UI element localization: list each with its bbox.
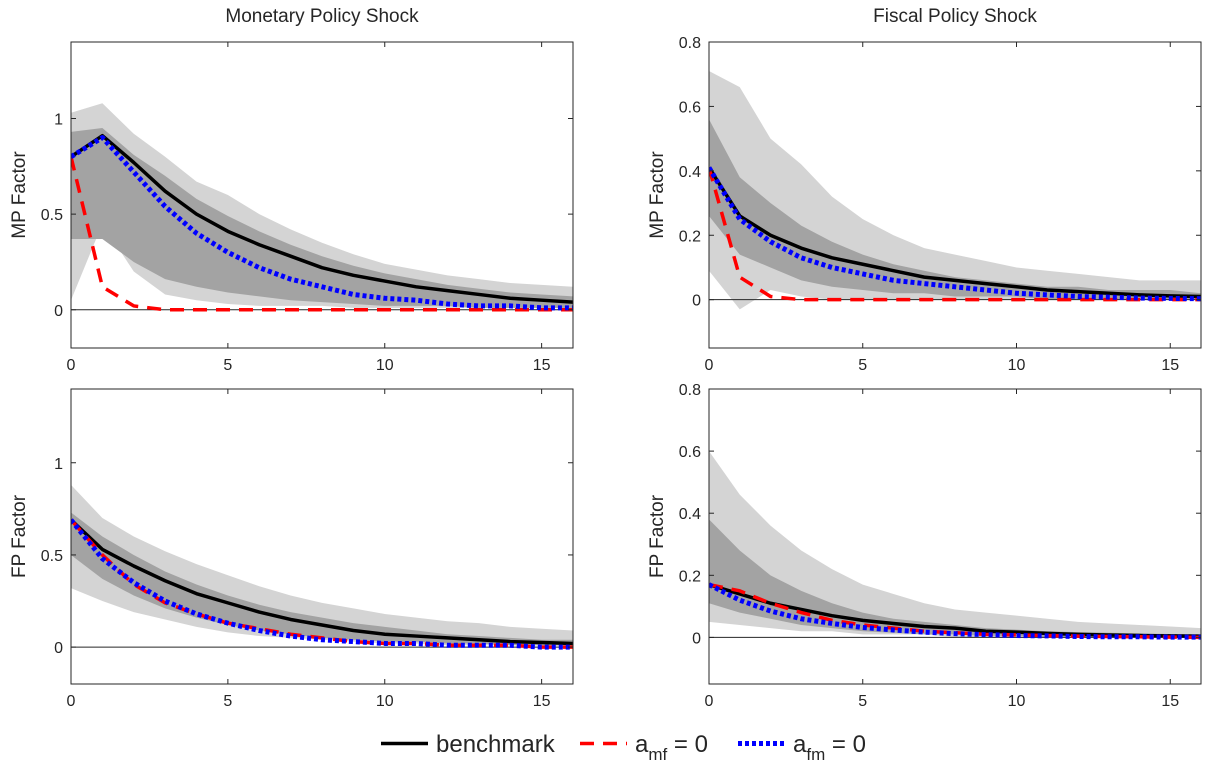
x-tick-label: 0 <box>67 693 76 710</box>
x-tick-label: 5 <box>858 357 867 374</box>
y-tick-label: 0 <box>54 303 63 320</box>
band-outer <box>709 451 1201 638</box>
y-tick-label: 0.4 <box>679 506 701 523</box>
legend: benchmark amf = 0 afm = 0 <box>370 724 905 764</box>
legend-afm-label: afm = 0 <box>793 731 866 764</box>
legend-amf-label: amf = 0 <box>635 731 708 764</box>
plot-area <box>71 103 573 312</box>
series-afm-line <box>709 166 1201 302</box>
series-afm-line <box>709 582 1201 640</box>
panel-monetary-mp: 0 5 10 15 0 0.5 1 MP Factor Monetary Policy Shoc… <box>9 6 574 374</box>
plot-area <box>709 70 1201 310</box>
y-tick-label: 0.2 <box>679 568 701 585</box>
y-axis-label: FP Factor <box>9 494 30 578</box>
x-tick-label: 15 <box>533 357 551 374</box>
series-amf-line <box>71 156 573 312</box>
x-tick-label: 5 <box>223 357 232 374</box>
x-tick-label: 0 <box>705 357 714 374</box>
x-tick-label: 15 <box>1161 693 1179 710</box>
panel-monetary-fp: 0 5 10 15 0 0.5 1 FP Factor <box>9 388 574 710</box>
band-outer <box>709 70 1201 310</box>
series-benchmark-line <box>709 166 1201 299</box>
band-inner <box>71 512 573 646</box>
y-tick-label: 0.5 <box>41 548 63 565</box>
y-tick-label: 1 <box>54 456 63 473</box>
series-benchmark-line <box>71 133 573 304</box>
plot-area <box>709 451 1201 640</box>
axes-box <box>70 41 574 349</box>
series-benchmark-line <box>71 518 573 646</box>
x-tick-label: 5 <box>858 693 867 710</box>
y-axis-label: MP Factor <box>9 151 30 239</box>
legend-benchmark-label: benchmark <box>436 731 556 758</box>
band-inner <box>709 119 1201 300</box>
y-axis-label: MP Factor <box>647 151 668 239</box>
axes-box <box>708 388 1202 685</box>
series-afm-line <box>71 518 573 650</box>
y-tick-label: 0.6 <box>679 99 701 116</box>
panel-fiscal-mp: 0 5 10 15 0 0.2 0.4 0.6 0.8 MP Factor Fiscal Polic… <box>647 6 1202 374</box>
band-inner <box>709 519 1201 638</box>
x-tick-label: 15 <box>533 693 551 710</box>
panel-fiscal-fp: 0 5 10 15 0 0.2 0.4 0.6 0.8 FP Factor <box>647 382 1202 710</box>
y-tick-label: 0.8 <box>679 382 701 399</box>
x-tick-label: 15 <box>1161 357 1179 374</box>
x-tick-label: 10 <box>376 693 394 710</box>
x-tick-label: 5 <box>223 693 232 710</box>
y-axis-label: FP Factor <box>647 494 668 578</box>
band-inner <box>71 128 573 308</box>
panel-title: Monetary Policy Shock <box>225 6 419 27</box>
series-amf-line <box>709 582 1201 640</box>
x-tick-label: 10 <box>376 357 394 374</box>
y-tick-label: 0 <box>692 630 701 647</box>
x-tick-label: 0 <box>705 693 714 710</box>
y-tick-label: 0 <box>54 640 63 657</box>
legend-box <box>370 724 905 764</box>
y-tick-label: 0.4 <box>679 164 701 181</box>
y-tick-label: 1 <box>54 112 63 129</box>
x-tick-label: 10 <box>1008 693 1026 710</box>
axes-box <box>708 41 1202 349</box>
panel-title: Fiscal Policy Shock <box>873 6 1037 27</box>
series-amf-line <box>709 167 1201 302</box>
axes-box <box>70 388 574 685</box>
y-tick-label: 0.2 <box>679 228 701 245</box>
x-tick-label: 0 <box>67 357 76 374</box>
series-afm-line <box>71 135 573 311</box>
x-tick-label: 10 <box>1008 357 1026 374</box>
plot-area <box>71 484 573 650</box>
y-tick-label: 0.6 <box>679 444 701 461</box>
y-tick-label: 0.5 <box>41 207 63 224</box>
y-tick-label: 0.8 <box>679 35 701 52</box>
y-tick-label: 0 <box>692 293 701 310</box>
